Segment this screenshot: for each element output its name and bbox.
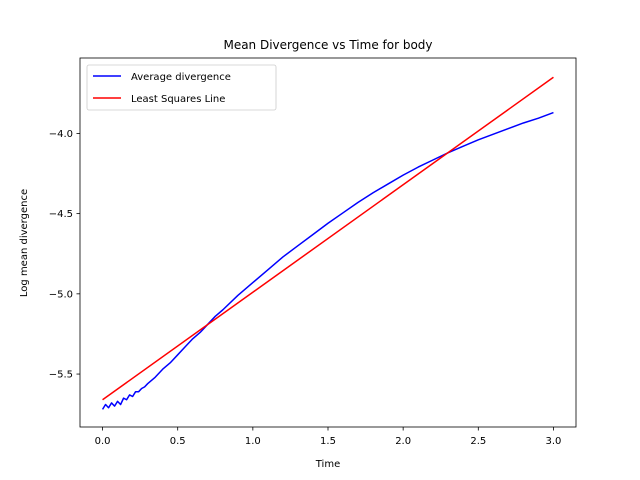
legend-label-least-squares-line: Least Squares Line (131, 94, 225, 105)
x-tick-label: 2.5 (470, 436, 486, 447)
y-tick-label: −5.0 (49, 289, 73, 300)
y-tick-label: −4.0 (49, 129, 73, 140)
y-tick-label: −5.5 (49, 370, 73, 381)
x-axis-label: Time (315, 459, 340, 470)
legend-label-average-divergence: Average divergence (131, 72, 231, 83)
chart-title: Mean Divergence vs Time for body (223, 38, 432, 52)
legend: Average divergence Least Squares Line (86, 64, 277, 111)
x-axis: 0.0 0.5 1.0 1.5 2.0 2.5 3.0 (95, 427, 562, 447)
y-axis: −5.5 −5.0 −4.5 −4.0 (49, 129, 80, 381)
x-tick-label: 0.0 (95, 436, 111, 447)
x-tick-label: 2.0 (395, 436, 411, 447)
series-line-least-squares-line (102, 76, 554, 401)
x-tick-label: 1.5 (320, 436, 336, 447)
y-axis-label: Log mean divergence (19, 189, 30, 297)
series-layer (101, 76, 554, 410)
y-tick-label: −4.5 (49, 209, 73, 220)
series-line-average-divergence (101, 111, 554, 410)
x-tick-label: 1.0 (245, 436, 261, 447)
plot-area (80, 58, 576, 427)
legend-box (86, 64, 277, 111)
x-tick-label: 0.5 (170, 436, 186, 447)
x-tick-label: 3.0 (546, 436, 562, 447)
